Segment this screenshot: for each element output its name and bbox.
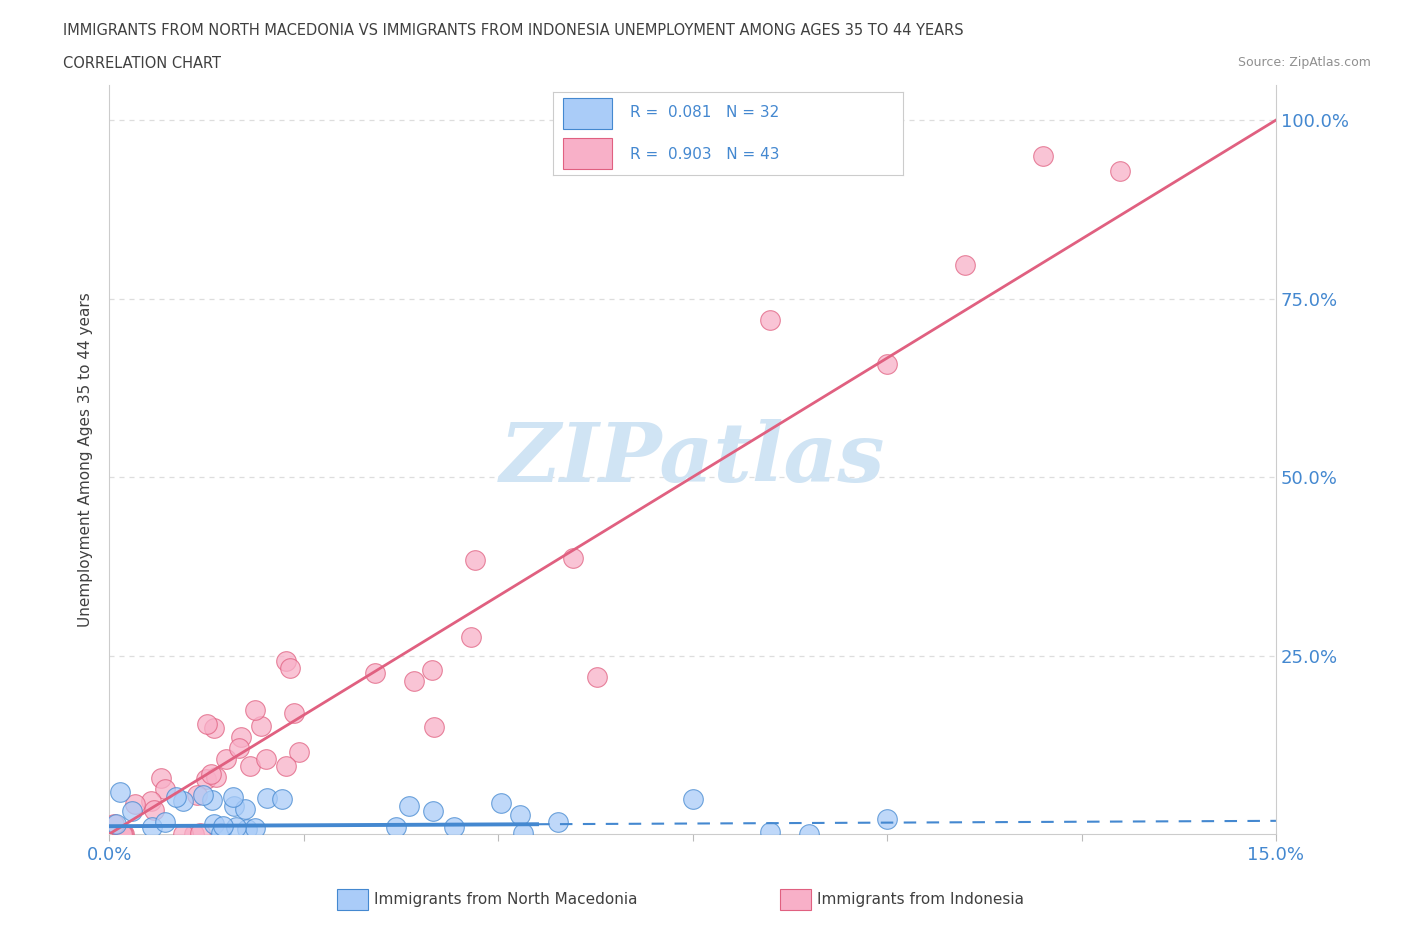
Point — [231, 729, 253, 744]
Point — [547, 815, 569, 830]
Text: ZIPatlas: ZIPatlas — [501, 419, 886, 499]
Point — [254, 752, 277, 767]
Point — [112, 827, 135, 842]
Point — [1032, 149, 1054, 164]
Point — [141, 819, 163, 834]
Point — [205, 770, 228, 785]
Text: CORRELATION CHART: CORRELATION CHART — [63, 56, 221, 71]
Point — [364, 666, 387, 681]
Point — [256, 790, 278, 805]
Point — [509, 807, 531, 822]
Point — [243, 703, 266, 718]
Point — [586, 670, 609, 684]
Point — [103, 817, 125, 831]
Point — [155, 781, 177, 796]
Point — [245, 821, 267, 836]
Text: Immigrants from North Macedonia: Immigrants from North Macedonia — [374, 892, 637, 907]
Text: Immigrants from Indonesia: Immigrants from Indonesia — [817, 892, 1024, 907]
Point — [165, 789, 187, 804]
Text: IMMIGRANTS FROM NORTH MACEDONIA VS IMMIGRANTS FROM INDONESIA UNEMPLOYMENT AMONG : IMMIGRANTS FROM NORTH MACEDONIA VS IMMIG… — [63, 23, 965, 38]
Point — [561, 551, 583, 565]
Point — [143, 803, 166, 817]
Point — [491, 796, 513, 811]
Point — [104, 817, 127, 832]
Point — [799, 826, 821, 841]
Point — [384, 819, 406, 834]
Point — [195, 716, 218, 731]
Point — [422, 804, 444, 818]
Point — [121, 804, 143, 818]
Point — [274, 759, 297, 774]
Point — [202, 721, 225, 736]
Point — [423, 720, 446, 735]
Point — [211, 818, 233, 833]
Point — [274, 654, 297, 669]
Point — [460, 630, 482, 644]
Point — [191, 788, 214, 803]
Point — [202, 817, 225, 831]
Point — [402, 673, 425, 688]
Point — [153, 815, 176, 830]
Point — [139, 793, 162, 808]
Point — [186, 788, 208, 803]
Point — [250, 718, 273, 733]
Point — [876, 356, 898, 371]
Point — [172, 793, 194, 808]
Point — [288, 744, 311, 759]
Point — [195, 772, 218, 787]
Point — [398, 798, 420, 813]
Point — [225, 819, 247, 834]
Point — [111, 827, 134, 842]
Point — [443, 819, 465, 834]
Point — [222, 798, 245, 813]
Point — [271, 792, 294, 807]
Point — [112, 827, 135, 842]
Point — [188, 825, 211, 840]
Y-axis label: Unemployment Among Ages 35 to 44 years: Unemployment Among Ages 35 to 44 years — [79, 292, 93, 627]
Point — [150, 771, 173, 786]
Point — [759, 825, 782, 840]
Point — [464, 553, 486, 568]
Point — [183, 827, 205, 842]
Point — [201, 792, 224, 807]
Point — [108, 785, 131, 800]
Point — [512, 825, 534, 840]
Point — [420, 662, 443, 677]
Point — [876, 811, 898, 826]
Point — [235, 802, 257, 817]
Point — [228, 741, 250, 756]
Point — [1109, 164, 1132, 179]
Point — [759, 312, 782, 327]
Point — [215, 752, 238, 767]
Point — [124, 796, 146, 811]
Point — [222, 790, 245, 804]
Point — [283, 706, 305, 721]
Point — [953, 258, 976, 272]
Point — [200, 766, 222, 781]
Point — [239, 759, 262, 774]
Point — [209, 825, 232, 840]
Point — [682, 792, 704, 807]
Point — [236, 821, 259, 836]
Point — [278, 660, 301, 675]
Text: Source: ZipAtlas.com: Source: ZipAtlas.com — [1237, 56, 1371, 69]
Point — [172, 827, 194, 842]
